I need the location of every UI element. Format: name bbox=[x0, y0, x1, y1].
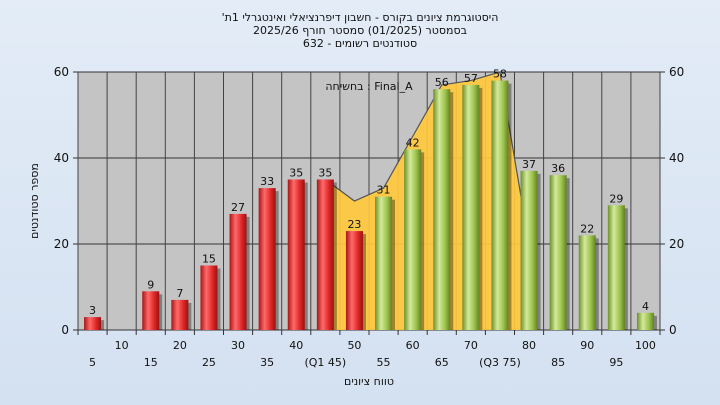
bar-20 bbox=[171, 299, 189, 330]
data-label: 57 bbox=[464, 72, 478, 85]
area-line bbox=[324, 71, 530, 245]
x-tick-label: 30 bbox=[231, 339, 245, 352]
data-label: 15 bbox=[202, 253, 216, 266]
title-line-3: סטודנטים רשומים - 632 bbox=[303, 37, 417, 50]
data-label: 33 bbox=[260, 175, 274, 188]
y-tick-label-left: 0 bbox=[61, 323, 69, 337]
y-tick-label-left: 60 bbox=[54, 65, 69, 79]
bar-45 bbox=[316, 179, 334, 330]
x-tick-label: (Q1 45) bbox=[304, 356, 346, 369]
x-tick-label: 70 bbox=[464, 339, 478, 352]
data-label: 31 bbox=[377, 184, 391, 197]
x-tick-label: 50 bbox=[347, 339, 361, 352]
x-tick-label: 95 bbox=[609, 356, 623, 369]
x-tick-label: 90 bbox=[580, 339, 594, 352]
x-tick-label: 85 bbox=[551, 356, 565, 369]
data-label: 9 bbox=[147, 278, 154, 291]
bar-60 bbox=[404, 149, 422, 330]
bar-5 bbox=[84, 317, 102, 330]
data-label: 42 bbox=[406, 136, 420, 149]
title-line-1: 'היסטוגרמת ציונים בקורס - חשבון דיפרנציא… bbox=[222, 11, 499, 24]
x-tick-label: 15 bbox=[144, 356, 158, 369]
bar-80 bbox=[520, 170, 538, 330]
data-label: 27 bbox=[231, 201, 245, 214]
bar-85 bbox=[549, 175, 567, 330]
bar-90 bbox=[578, 235, 596, 330]
y-tick-label-left: 20 bbox=[54, 237, 69, 251]
bars bbox=[84, 80, 657, 331]
y-tick-label-right: 20 bbox=[669, 237, 684, 251]
bar-15 bbox=[142, 291, 160, 330]
x-tick-label: 60 bbox=[406, 339, 420, 352]
data-label: 58 bbox=[493, 68, 507, 81]
y-tick-label-left: 40 bbox=[54, 151, 69, 165]
bar-70 bbox=[462, 84, 480, 331]
x-tick-label: 25 bbox=[202, 356, 216, 369]
x-tick-label: 65 bbox=[435, 356, 449, 369]
bar-25 bbox=[200, 265, 218, 330]
annotation-label: בחשיחה : Final_A bbox=[325, 80, 413, 93]
x-axis-title: טווח ציונים bbox=[344, 375, 394, 388]
bar-40 bbox=[287, 179, 305, 330]
data-label: 4 bbox=[642, 300, 649, 313]
data-label: 23 bbox=[347, 218, 361, 231]
data-label: 3 bbox=[89, 304, 96, 317]
bar-35 bbox=[258, 188, 276, 330]
data-label: 35 bbox=[318, 167, 332, 180]
x-tick-label: 80 bbox=[522, 339, 536, 352]
x-tick-label: 55 bbox=[377, 356, 391, 369]
bar-75 bbox=[491, 80, 509, 330]
title-line-2: בסמסטר (01/2025) סמסטר חורף 2025/26 bbox=[253, 24, 467, 37]
y-tick-label-right: 40 bbox=[669, 151, 684, 165]
x-tick-label: 20 bbox=[173, 339, 187, 352]
data-label: 7 bbox=[176, 287, 183, 300]
x-tick-label: (Q3 75) bbox=[479, 356, 521, 369]
data-label: 22 bbox=[580, 222, 594, 235]
data-label: 36 bbox=[551, 162, 565, 175]
data-label: 56 bbox=[435, 76, 449, 89]
x-tick-label: 5 bbox=[89, 356, 96, 369]
bar-100 bbox=[636, 312, 654, 330]
y-axis-title: מספר סטודנטים bbox=[28, 163, 41, 239]
x-tick-label: 35 bbox=[260, 356, 274, 369]
bar-55 bbox=[375, 196, 393, 330]
data-label: 29 bbox=[609, 192, 623, 205]
y-tick-label-right: 0 bbox=[669, 323, 677, 337]
data-labels: 3 9 7 15 27 33 35 35 23 31 42 56 57 58 37 36 22 29 4 bbox=[89, 68, 649, 318]
data-label: 37 bbox=[522, 158, 536, 171]
bar-95 bbox=[607, 205, 625, 330]
data-label: 35 bbox=[289, 167, 303, 180]
bar-30 bbox=[229, 213, 247, 330]
y-tick-label-right: 60 bbox=[669, 65, 684, 79]
x-tick-label: 10 bbox=[115, 339, 129, 352]
x-tick-label: 40 bbox=[289, 339, 303, 352]
x-tick-label: 100 bbox=[635, 339, 656, 352]
chart-title: 'היסטוגרמת ציונים בקורס - חשבון דיפרנציא… bbox=[222, 11, 499, 50]
bar-65 bbox=[433, 89, 451, 330]
bar-50 bbox=[345, 231, 363, 330]
